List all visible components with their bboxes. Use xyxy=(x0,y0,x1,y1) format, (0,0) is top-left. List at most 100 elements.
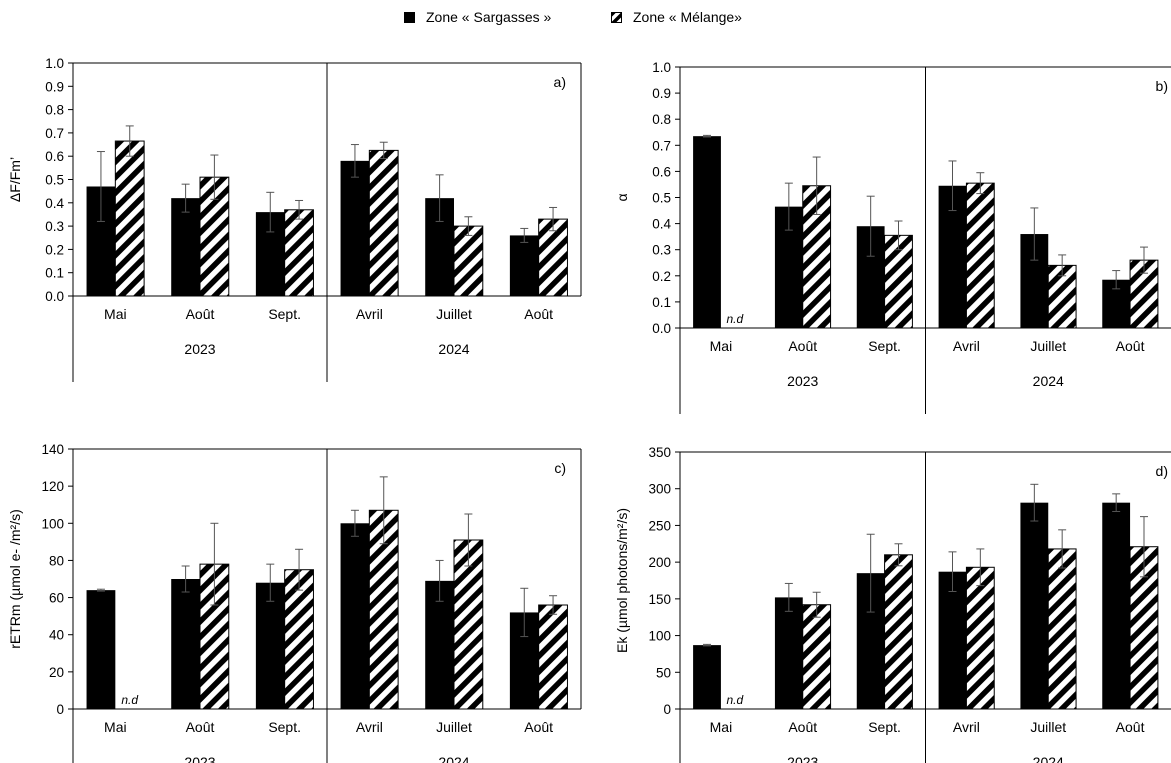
bar-melange xyxy=(884,554,913,710)
bar-sargasses xyxy=(171,579,200,709)
y-tick-label: 0.1 xyxy=(652,295,671,310)
x-tick-label: Juillet xyxy=(436,719,472,735)
panel-label: a) xyxy=(554,74,566,90)
group-label: 2024 xyxy=(438,341,469,357)
x-tick-label: Juillet xyxy=(1030,719,1066,735)
chart-panel-1: 0.0 0.1 0.2 0.3 0.4 0.5 0.6 0.7 0.8 0.9 1.0 Mai Août… xyxy=(7,56,582,382)
bar-sargasses xyxy=(1020,502,1049,709)
nd-label: n.d xyxy=(726,693,743,707)
y-tick-label: 0.5 xyxy=(45,173,64,188)
x-tick-label: Août xyxy=(186,306,215,322)
x-tick-label: Juillet xyxy=(436,306,472,322)
group-label: 2023 xyxy=(787,754,818,763)
nd-label: n.d xyxy=(121,693,138,707)
panel-label: c) xyxy=(554,460,566,476)
y-tick-label: 350 xyxy=(648,445,671,460)
chart-panel-2: 0.0 0.1 0.2 0.3 0.4 0.5 0.6 0.7 0.8 0.9 1.0 Mai Août… xyxy=(614,60,1171,414)
y-tick-label: 0.9 xyxy=(652,86,671,101)
y-tick-label: 0.3 xyxy=(652,243,671,258)
y-tick-label: 0.6 xyxy=(45,149,64,164)
bar-melange xyxy=(368,509,399,710)
bar-sargasses xyxy=(255,582,285,709)
x-tick-label: Août xyxy=(186,719,215,735)
legend-label-sargasses: Zone « Sargasses » xyxy=(426,9,552,25)
y-tick-label: 250 xyxy=(648,518,671,533)
bar-sargasses xyxy=(340,160,370,296)
group-label: 2024 xyxy=(1033,373,1064,389)
x-tick-label: Juillet xyxy=(1030,338,1066,354)
bar-melange xyxy=(965,566,995,710)
bar-sargasses xyxy=(774,597,803,709)
group-label: 2024 xyxy=(438,754,469,763)
bar-sargasses xyxy=(171,198,200,296)
panel-label: d) xyxy=(1156,463,1168,479)
y-tick-label: 0.1 xyxy=(45,266,64,281)
x-tick-label: Mai xyxy=(710,719,733,735)
y-tick-label: 150 xyxy=(648,592,671,607)
y-tick-label: 0.7 xyxy=(652,138,671,153)
y-axis-label: α xyxy=(614,193,630,201)
y-tick-label: 120 xyxy=(41,479,64,494)
y-tick-label: 0.8 xyxy=(45,103,64,118)
nd-label: n.d xyxy=(726,312,743,326)
x-tick-label: Avril xyxy=(953,719,980,735)
y-tick-label: 60 xyxy=(49,591,64,606)
x-tick-label: Mai xyxy=(104,719,127,735)
y-tick-label: 0 xyxy=(56,702,64,717)
y-tick-label: 0.0 xyxy=(652,321,671,336)
bar-melange xyxy=(1047,548,1077,710)
group-label: 2023 xyxy=(787,373,818,389)
bar-sargasses xyxy=(425,580,454,709)
y-tick-label: 100 xyxy=(41,516,64,531)
y-tick-label: 0 xyxy=(663,702,671,717)
x-tick-label: Août xyxy=(524,306,553,322)
bar-sargasses xyxy=(693,136,721,328)
x-tick-label: Sept. xyxy=(868,719,901,735)
y-tick-label: 0.3 xyxy=(45,219,64,234)
x-tick-label: Août xyxy=(788,338,817,354)
bar-melange xyxy=(453,225,484,297)
bar-melange xyxy=(284,569,314,710)
y-tick-label: 100 xyxy=(648,629,671,644)
y-tick-label: 50 xyxy=(656,665,671,680)
chart-panel-3: 0 20 40 60 80 100 120 140 Mai Août Sept. Avril Juill… xyxy=(7,442,582,763)
legend-label-melange: Zone « Mélange» xyxy=(633,9,742,25)
x-tick-label: Août xyxy=(524,719,553,735)
bar-sargasses xyxy=(938,571,967,709)
x-tick-label: Avril xyxy=(356,306,383,322)
y-tick-label: 0.8 xyxy=(652,112,671,127)
bar-sargasses xyxy=(86,590,116,709)
y-tick-label: 0.9 xyxy=(45,79,64,94)
bar-melange xyxy=(538,604,568,710)
bar-melange xyxy=(884,234,913,329)
bar-sargasses xyxy=(509,235,539,296)
bar-melange xyxy=(284,209,314,297)
bar-sargasses xyxy=(693,645,721,709)
y-tick-label: 200 xyxy=(648,555,671,570)
x-tick-label: Août xyxy=(1116,719,1145,735)
x-tick-label: Avril xyxy=(356,719,383,735)
bar-melange xyxy=(965,182,995,329)
y-tick-label: 1.0 xyxy=(45,56,64,71)
y-axis-label: rETRm (µmol e- /m²/s) xyxy=(7,509,23,649)
y-tick-label: 0.4 xyxy=(45,196,64,211)
y-tick-label: 0.2 xyxy=(652,269,671,284)
x-tick-label: Sept. xyxy=(268,719,301,735)
y-tick-label: 0.5 xyxy=(652,191,671,206)
chart-panel-4: 0 50 100 150 200 250 300 350 Mai Août Sept. Avril Ju… xyxy=(614,445,1171,763)
chart-legend: Zone « Sargasses » Zone « Mélange» xyxy=(0,0,1171,40)
legend-swatch-sargasses xyxy=(404,12,415,23)
bar-sargasses xyxy=(340,523,370,709)
chart-panels: 0.0 0.1 0.2 0.3 0.4 0.5 0.6 0.7 0.8 0.9 1.0 Mai Août… xyxy=(7,56,1171,763)
y-tick-label: 0.2 xyxy=(45,242,64,257)
x-tick-label: Mai xyxy=(104,306,127,322)
x-tick-label: Août xyxy=(1116,338,1145,354)
y-tick-label: 0.7 xyxy=(45,126,64,141)
legend-swatch-melange xyxy=(611,12,622,23)
group-label: 2024 xyxy=(1033,754,1064,763)
y-tick-label: 40 xyxy=(49,628,64,643)
y-tick-label: 80 xyxy=(49,553,64,568)
group-label: 2023 xyxy=(184,754,215,763)
y-tick-label: 140 xyxy=(41,442,64,457)
y-tick-label: 300 xyxy=(648,482,671,497)
